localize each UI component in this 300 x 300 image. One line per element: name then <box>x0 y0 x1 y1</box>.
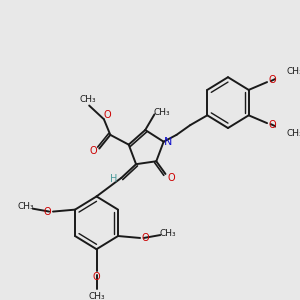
Text: O: O <box>269 75 276 85</box>
Text: O: O <box>44 207 51 217</box>
Text: O: O <box>93 272 100 282</box>
Text: O: O <box>167 173 175 183</box>
Text: CH₃: CH₃ <box>88 292 105 300</box>
Text: CH₃: CH₃ <box>17 202 34 211</box>
Text: O: O <box>142 233 149 243</box>
Text: O: O <box>104 110 111 120</box>
Text: CH₃: CH₃ <box>286 67 300 76</box>
Text: N: N <box>164 137 172 147</box>
Text: O: O <box>90 146 98 157</box>
Text: CH₃: CH₃ <box>79 95 96 104</box>
Text: H: H <box>110 174 118 184</box>
Text: CH₃: CH₃ <box>154 108 170 117</box>
Text: CH₃: CH₃ <box>286 129 300 138</box>
Text: CH₃: CH₃ <box>159 229 176 238</box>
Text: O: O <box>269 120 276 130</box>
